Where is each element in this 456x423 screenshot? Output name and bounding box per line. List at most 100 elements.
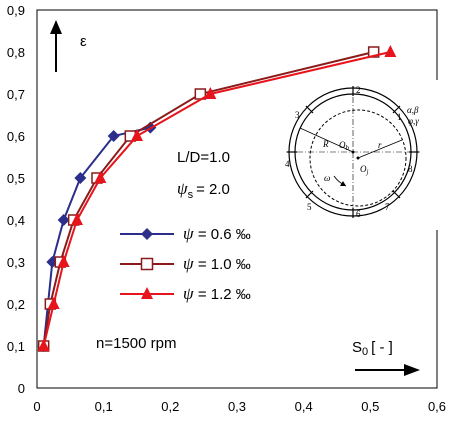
- legend-value-0: = 0.6: [198, 226, 232, 243]
- pad-label-5: 5: [307, 202, 312, 212]
- annotation-ld: L/D=1.0: [177, 149, 230, 166]
- legend-entry-2: ψ = 1.2 ‰: [120, 284, 251, 303]
- annotations: L/D=1.0 ψs = 2.0 n=1500 rpm: [90, 140, 272, 354]
- y-tick-label: 0,7: [7, 87, 25, 102]
- y-tick-label: 0,6: [7, 129, 25, 144]
- annotation-speed: n=1500 rpm: [96, 335, 176, 352]
- y-tick-label: 0,3: [7, 255, 25, 270]
- legend-label-1: ψ = 1.0 ‰: [183, 254, 251, 273]
- x-axis-label-group: S0[ - ]: [352, 339, 420, 376]
- inset-Oj-main: O: [360, 164, 367, 174]
- y-tick-label: 0,1: [7, 339, 25, 354]
- annotation-psi-s: ψs = 2.0: [177, 179, 230, 201]
- pad-separator: [392, 105, 401, 114]
- annotation-psi-s-symbol: ψ: [177, 179, 188, 198]
- y-tick-label: 0,4: [7, 213, 25, 228]
- pad-label-8: 8: [408, 164, 413, 174]
- tick-labels: 0 0,1 0,2 0,3 0,4 0,5 0,6 0 0,1 0,2 0,3 0,4 0,5 0,6 0,…: [7, 3, 446, 414]
- x-axis-label-sub: 0: [362, 346, 368, 358]
- y-axis-label-group: ε: [50, 20, 87, 72]
- annotation-psi-s-value: = 2.0: [196, 181, 230, 198]
- annotation-psi-s-sub: s: [188, 189, 194, 201]
- legend-marker-2: [141, 287, 153, 299]
- inset-r: r: [378, 140, 382, 150]
- legend-entry-0: ψ = 0.6 ‰: [120, 224, 251, 243]
- bearing-diagram: R r Ob Oj ω α,β φ,γ 2 1 3 4 5 6 7 8: [282, 80, 438, 230]
- x-tick-label: 0: [33, 399, 40, 414]
- data-point: [204, 87, 217, 99]
- x-axis-label: S0[ - ]: [352, 339, 393, 358]
- pad-separator: [305, 190, 314, 199]
- legend-marker-0: [141, 228, 153, 240]
- legend-entry-1: ψ = 1.0 ‰: [120, 254, 251, 273]
- data-point: [57, 255, 70, 267]
- x-tick-label: 0,6: [428, 399, 446, 414]
- pad-label-4: 4: [285, 159, 290, 169]
- data-point: [74, 172, 87, 184]
- legend-unit-2: ‰: [232, 286, 251, 303]
- y-axis-label: ε: [80, 33, 87, 50]
- y-tick-label: 0,2: [7, 297, 25, 312]
- legend-label-0: ψ = 0.6 ‰: [183, 224, 251, 243]
- rotation-arrowhead: [340, 181, 346, 186]
- series-line-1: [42, 51, 374, 347]
- x-axis-label-main: S: [352, 339, 362, 356]
- pad-label-7: 7: [385, 202, 390, 212]
- series-line-0: [42, 126, 151, 347]
- inset-R: R: [322, 139, 329, 149]
- inset-Ob-main: O: [339, 140, 346, 150]
- y-tick-label: 0: [18, 381, 25, 396]
- pad-label-6: 6: [356, 209, 361, 219]
- y-tick-label: 0,5: [7, 171, 25, 186]
- center-Ob: [351, 150, 355, 154]
- journal-circle: [309, 109, 407, 207]
- x-axis-arrowhead: [404, 364, 420, 376]
- data-point: [131, 129, 143, 141]
- x-tick-label: 0,2: [161, 399, 179, 414]
- bearing-diagram-background: [282, 80, 438, 230]
- speed-background: [90, 330, 212, 354]
- x-tick-label: 0,3: [228, 399, 246, 414]
- legend-psi-1: ψ: [183, 254, 198, 273]
- series-group: [37, 45, 397, 352]
- series-line-2: [42, 51, 391, 347]
- x-tick-label: 0,1: [95, 399, 113, 414]
- legend-value-1: = 1.0: [198, 256, 232, 273]
- y-axis-arrowhead: [50, 20, 62, 34]
- legend-psi-2: ψ: [183, 284, 198, 303]
- inset-omega: ω: [324, 173, 330, 183]
- legend-unit-1: ‰: [232, 256, 251, 273]
- pad-separator: [392, 190, 401, 199]
- data-point: [367, 46, 380, 58]
- data-point: [71, 213, 83, 225]
- y-tick-label: 0,9: [7, 3, 25, 18]
- x-axis-label-unit: [ - ]: [371, 339, 393, 356]
- inset-Oj: Oj: [360, 164, 369, 176]
- pad-label-1: 1: [397, 112, 402, 122]
- x-tick-label: 0,5: [361, 399, 379, 414]
- radius-r-line: [357, 139, 403, 159]
- series-2: [37, 45, 397, 351]
- annotation-background: [170, 140, 272, 208]
- legend-unit-0: ‰: [232, 226, 251, 243]
- pad-separator: [305, 105, 314, 114]
- data-point: [37, 339, 50, 351]
- y-tick-label: 0,8: [7, 45, 25, 60]
- data-point: [107, 130, 120, 142]
- inset-Ob: Ob: [339, 140, 350, 152]
- inset-Oj-sub: j: [366, 168, 369, 176]
- inset-alpha-beta: α,β: [407, 105, 419, 115]
- data-point: [94, 171, 107, 183]
- legend: ψ = 0.6 ‰ ψ = 1.0 ‰ ψ = 1.2 ‰: [116, 220, 286, 308]
- center-Oj: [356, 156, 360, 160]
- radius-R-line: [299, 127, 354, 153]
- inset-Ob-sub: b: [346, 144, 350, 152]
- data-point: [47, 297, 60, 309]
- legend-value-2: = 1.2: [198, 286, 232, 303]
- inset-phi-gamma: φ,γ: [408, 116, 419, 126]
- legend-marker-1: [140, 257, 154, 271]
- pad-label-3: 3: [295, 110, 300, 120]
- x-tick-label: 0,4: [295, 399, 313, 414]
